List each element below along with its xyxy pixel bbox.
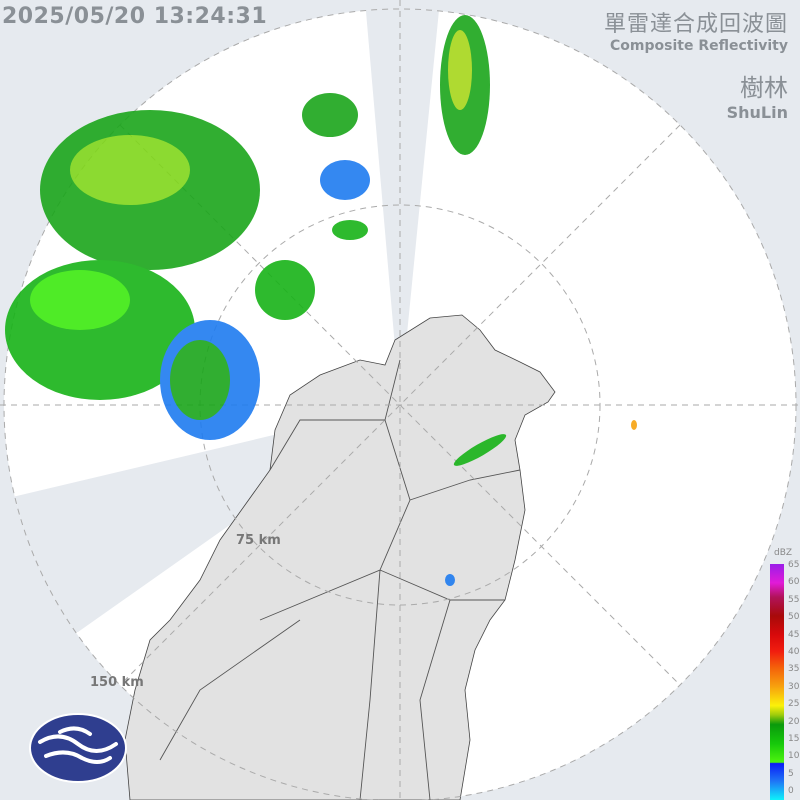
legend-tick: 60: [788, 577, 800, 588]
timestamp: 2025/05/20 13:24:31: [2, 4, 268, 29]
legend-tick: 50: [788, 612, 800, 623]
title-block: 單雷達合成回波圖 Composite Reflectivity 樹林 ShuLi…: [604, 6, 788, 122]
legend-tick: 5: [788, 768, 794, 779]
site-name-zh: 樹林: [740, 74, 788, 102]
legend-tick: 40: [788, 647, 800, 657]
legend-tick: 15: [788, 734, 800, 744]
legend-tick: 35: [788, 664, 800, 675]
legend-color-bar: [770, 564, 784, 800]
cwa-logo: [29, 713, 127, 783]
range-label-75: 75 km: [236, 533, 281, 548]
legend-tick: 10: [788, 751, 800, 762]
legend-tick: 30: [788, 681, 800, 692]
legend-tick: 0: [788, 786, 794, 797]
legend-tick: 65: [788, 560, 800, 570]
legend-unit: dBZ: [774, 548, 793, 558]
range-label-150: 150 km: [90, 675, 144, 690]
taiwan-land: [124, 314, 556, 800]
legend-tick: 20: [788, 716, 800, 727]
title-en: Composite Reflectivity: [610, 38, 788, 54]
title-zh: 單雷達合成回波圖: [603, 12, 788, 37]
legend-tick: 55: [788, 594, 800, 605]
legend-tick: 45: [788, 629, 800, 640]
site-name-en: ShuLin: [726, 103, 788, 122]
radar-echoes: [5, 15, 637, 586]
legend-tick: 25: [788, 699, 800, 710]
